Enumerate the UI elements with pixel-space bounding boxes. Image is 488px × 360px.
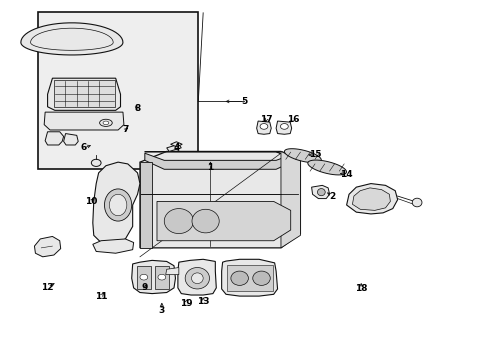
Ellipse shape <box>103 121 109 125</box>
Ellipse shape <box>230 271 248 285</box>
Ellipse shape <box>164 208 193 234</box>
Ellipse shape <box>185 267 209 289</box>
Bar <box>226 265 272 292</box>
Text: 17: 17 <box>260 115 272 124</box>
Polygon shape <box>30 28 113 50</box>
Ellipse shape <box>192 209 219 233</box>
Polygon shape <box>140 152 300 248</box>
Polygon shape <box>47 78 120 111</box>
Ellipse shape <box>158 274 165 280</box>
Polygon shape <box>256 121 271 134</box>
Polygon shape <box>352 188 389 210</box>
Bar <box>38 12 198 169</box>
Polygon shape <box>276 121 291 134</box>
Polygon shape <box>157 202 290 241</box>
Text: 2: 2 <box>328 192 334 201</box>
Text: 4: 4 <box>173 143 179 152</box>
Ellipse shape <box>91 159 101 166</box>
Polygon shape <box>178 259 216 295</box>
Ellipse shape <box>317 189 325 196</box>
Ellipse shape <box>280 123 287 129</box>
Text: 12: 12 <box>41 283 54 292</box>
Text: 10: 10 <box>85 197 97 206</box>
Polygon shape <box>93 162 140 244</box>
Polygon shape <box>170 142 182 147</box>
Polygon shape <box>284 149 321 163</box>
Polygon shape <box>144 153 295 169</box>
Polygon shape <box>166 144 181 152</box>
Ellipse shape <box>252 271 270 285</box>
Polygon shape <box>21 23 122 55</box>
Text: 11: 11 <box>95 292 107 301</box>
Bar <box>54 80 115 107</box>
Polygon shape <box>165 267 179 275</box>
Polygon shape <box>131 260 175 294</box>
Ellipse shape <box>191 273 203 284</box>
Text: 18: 18 <box>354 284 366 293</box>
Text: 13: 13 <box>197 297 209 306</box>
Text: 1: 1 <box>207 163 213 172</box>
Text: 6: 6 <box>81 143 87 152</box>
Text: 15: 15 <box>308 150 321 159</box>
Polygon shape <box>144 152 297 160</box>
Ellipse shape <box>100 119 112 126</box>
Bar <box>154 266 169 289</box>
Polygon shape <box>311 185 329 199</box>
Polygon shape <box>34 237 61 257</box>
Text: 19: 19 <box>180 299 192 308</box>
Text: 8: 8 <box>134 104 141 113</box>
Polygon shape <box>346 184 397 214</box>
Text: 16: 16 <box>286 115 299 124</box>
Ellipse shape <box>104 189 131 221</box>
Polygon shape <box>93 239 133 253</box>
Text: 3: 3 <box>159 306 164 315</box>
Bar <box>136 266 151 289</box>
Text: 9: 9 <box>142 283 148 292</box>
Polygon shape <box>44 112 123 130</box>
Ellipse shape <box>109 194 126 216</box>
Polygon shape <box>140 162 152 248</box>
Polygon shape <box>307 160 346 175</box>
Polygon shape <box>281 152 300 248</box>
Polygon shape <box>45 132 63 145</box>
Ellipse shape <box>411 198 421 207</box>
Ellipse shape <box>260 123 267 129</box>
Text: 14: 14 <box>340 170 352 179</box>
Text: 7: 7 <box>122 126 128 135</box>
Ellipse shape <box>140 274 147 280</box>
Text: 5: 5 <box>241 97 247 106</box>
Polygon shape <box>63 134 78 145</box>
Polygon shape <box>221 259 277 296</box>
